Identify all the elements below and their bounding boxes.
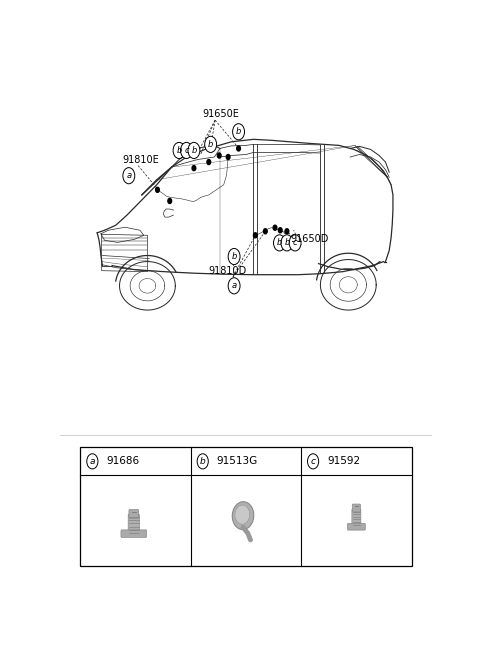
Ellipse shape <box>235 505 250 524</box>
Circle shape <box>226 154 230 159</box>
Text: b: b <box>236 127 241 136</box>
FancyBboxPatch shape <box>121 530 146 537</box>
Text: a: a <box>126 171 132 180</box>
Circle shape <box>264 229 267 234</box>
Circle shape <box>253 233 257 238</box>
Text: a: a <box>231 281 237 291</box>
Circle shape <box>188 142 200 159</box>
Circle shape <box>281 235 293 251</box>
Circle shape <box>308 454 319 469</box>
Circle shape <box>197 454 208 469</box>
Bar <box>81 447 411 566</box>
Circle shape <box>217 153 221 158</box>
Text: b: b <box>277 238 282 247</box>
Text: b: b <box>191 146 197 155</box>
FancyBboxPatch shape <box>352 509 361 527</box>
Text: 91513G: 91513G <box>217 457 258 466</box>
Text: c: c <box>311 457 315 466</box>
Circle shape <box>231 258 235 263</box>
Text: c: c <box>184 146 189 155</box>
Circle shape <box>173 142 185 159</box>
Text: b: b <box>176 146 182 155</box>
Circle shape <box>156 188 159 192</box>
Text: 91650E: 91650E <box>202 109 239 119</box>
Text: c: c <box>293 238 298 247</box>
Text: 91650D: 91650D <box>290 234 329 244</box>
Circle shape <box>87 454 98 469</box>
Circle shape <box>180 142 192 159</box>
Text: b: b <box>200 457 205 466</box>
Text: 91810D: 91810D <box>208 266 246 276</box>
Circle shape <box>168 198 172 203</box>
Circle shape <box>274 235 286 251</box>
Text: b: b <box>208 140 213 149</box>
Circle shape <box>289 235 301 251</box>
Circle shape <box>228 249 240 264</box>
Circle shape <box>273 225 277 230</box>
Circle shape <box>123 168 135 184</box>
FancyBboxPatch shape <box>129 510 139 518</box>
Text: b: b <box>231 252 237 261</box>
Circle shape <box>285 229 289 234</box>
FancyBboxPatch shape <box>348 523 365 530</box>
Text: 91686: 91686 <box>107 457 140 466</box>
Circle shape <box>237 146 240 151</box>
FancyBboxPatch shape <box>128 514 139 536</box>
Text: 91592: 91592 <box>327 457 360 466</box>
Circle shape <box>233 124 244 140</box>
Circle shape <box>278 228 282 233</box>
Text: 91810E: 91810E <box>122 155 159 165</box>
Circle shape <box>192 165 196 171</box>
Text: a: a <box>90 457 95 466</box>
Circle shape <box>204 136 216 152</box>
Circle shape <box>207 159 211 165</box>
Text: b: b <box>284 238 289 247</box>
Ellipse shape <box>232 502 254 529</box>
Circle shape <box>228 277 240 294</box>
FancyBboxPatch shape <box>352 504 360 512</box>
